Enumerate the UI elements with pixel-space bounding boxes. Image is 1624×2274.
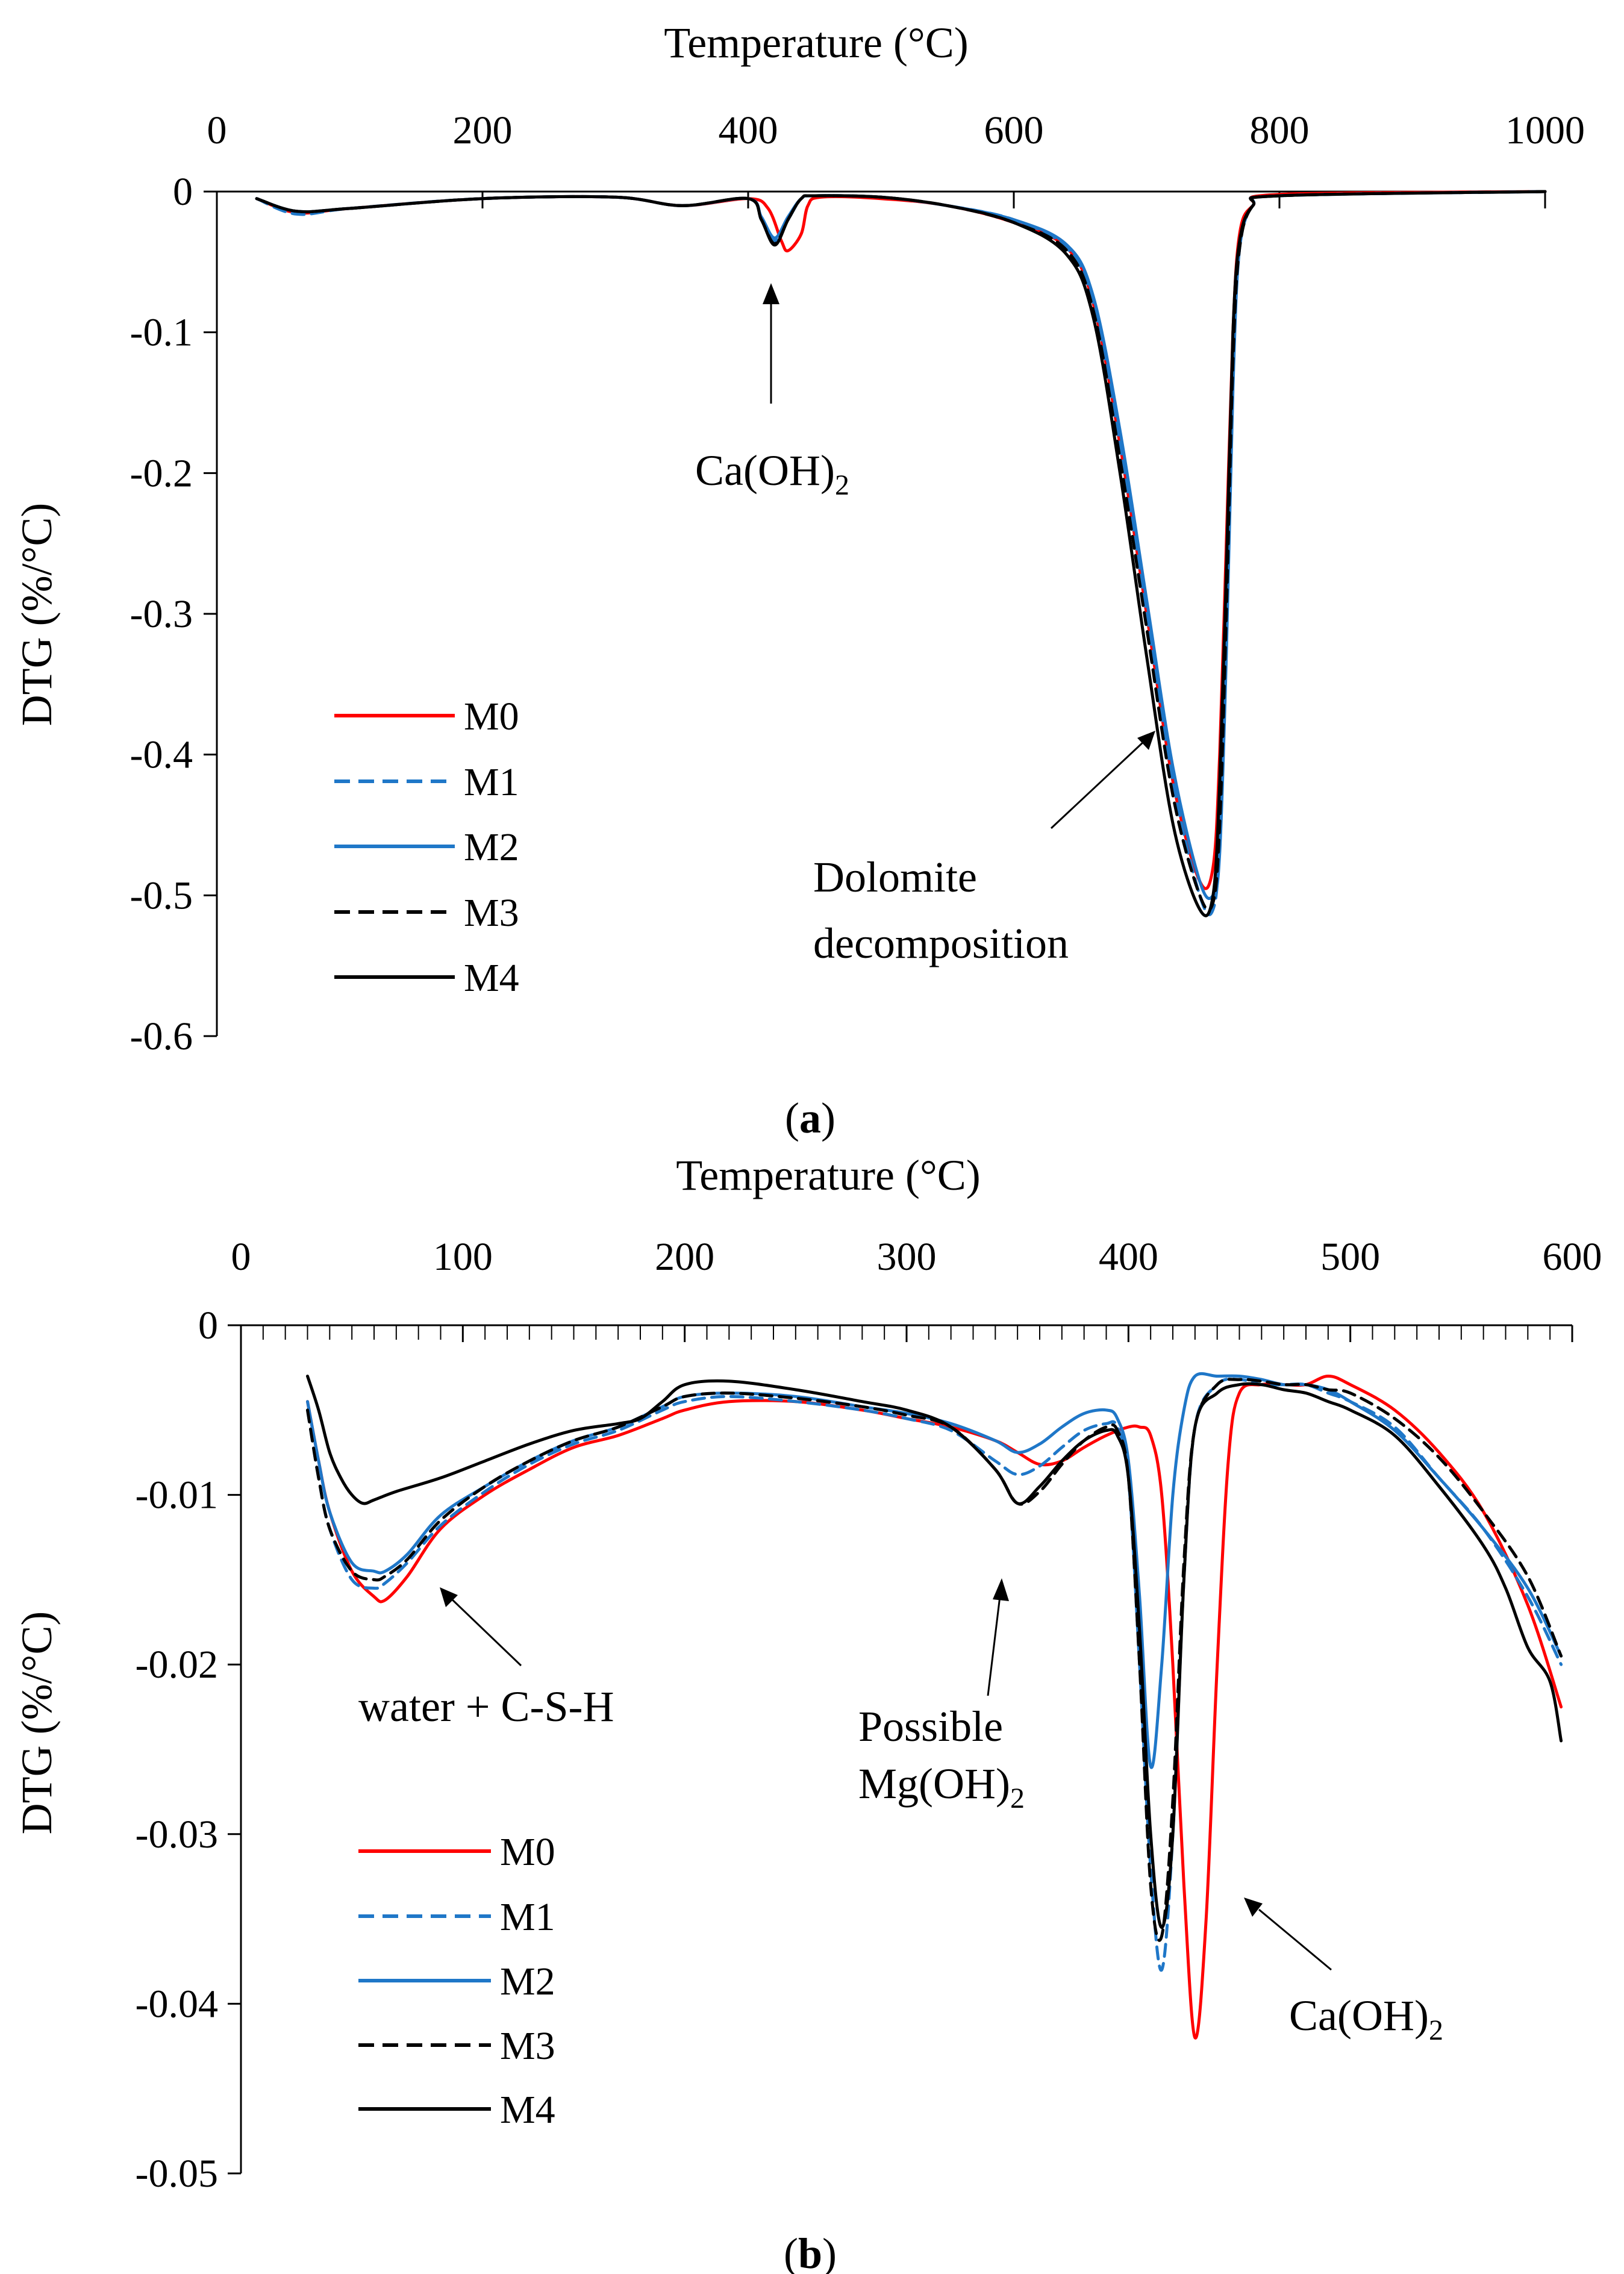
panel-a-y-tick-label: -0.6 [130,1014,193,1058]
annotation-a-dolomite: Dolomite decomposition [813,731,1155,967]
legend-a-m1-label: M1 [464,760,519,804]
panel-a-x-ticks: 0 200 400 600 800 1000 [207,108,1585,208]
chart-panel-b: Temperature (°C) DTG (%/°C) 0 100 200 300 40… [13,1151,1602,2274]
caption-a-letter: a [799,1094,821,1142]
panel-b-legend: M0 M1 M2 M3 M4 [358,1830,555,2132]
annotation-b-mgoh2-line2: Mg(OH) [858,1760,1010,1808]
panel-b-x-tick-label: 500 [1320,1235,1380,1279]
panel-a-y-tick-label: 0 [173,170,193,214]
annotation-a-dolomite-line2: decomposition [813,919,1069,967]
annotation-b-water-csh-text: water + C-S-H [358,1682,614,1731]
panel-b-y-tick-label: -0.05 [136,2152,218,2196]
svg-text:(b): (b) [784,2229,837,2274]
panel-a-legend: M0 M1 M2 M3 M4 [334,695,519,1000]
panel-b-y-tick-label: -0.03 [136,1813,218,1857]
panel-b-y-tick-label: 0 [198,1304,218,1348]
annotation-a-dolomite-arrow [1050,740,1146,829]
annotation-b-caoh2-arrowhead [1244,1898,1263,1917]
caption-b-close: ) [822,2229,837,2274]
annotation-b-caoh2: Ca(OH)2 [1244,1898,1443,2046]
panel-b-y-tick-label: -0.01 [136,1473,218,1517]
panel-a-x-tick-label: 800 [1250,108,1310,152]
panel-a-y-tick-label: -0.1 [130,311,193,355]
panel-a-ylabel: DTG (%/°C) [13,503,61,726]
panel-b-x-tick-label: 100 [433,1235,493,1279]
series-line-a-m4 [255,190,1547,917]
series-line-b-m3 [306,1378,1563,1942]
panel-a-y-tick-label: -0.3 [130,592,193,636]
panel-a-x-tick-label: 0 [207,108,227,152]
svg-text:Ca(OH)2: Ca(OH)2 [1289,1991,1443,2046]
panel-b-x-tick-label: 0 [231,1235,251,1279]
panel-b-series [306,1372,1563,2040]
panel-b-x-tick-label: 300 [877,1235,937,1279]
legend-a-m3-label: M3 [464,891,519,935]
annotation-a-caoh2-sub: 2 [835,469,849,501]
annotation-b-mgoh2-arrowhead [993,1578,1009,1601]
panel-b-x-tick-label: 600 [1543,1235,1602,1279]
annotation-b-mgoh2-line1: Possible [858,1702,1003,1751]
chart-panel-a: Temperature (°C) DTG (%/°C) 0 200 400 600 80… [13,19,1585,1142]
panel-a-x-tick-label: 200 [453,108,513,152]
annotation-b-water-csh-arrowhead [440,1587,458,1607]
caption-a-close: ) [821,1094,835,1142]
legend-b-m1-label: M1 [500,1895,555,1939]
annotation-a-dolomite-line1: Dolomite [813,853,977,901]
panel-a-x-tick-label: 400 [719,108,778,152]
annotation-b-mgoh2-sub: 2 [1010,1782,1025,1814]
svg-text:Ca(OH)2: Ca(OH)2 [695,446,849,501]
legend-b-m2-label: M2 [500,1960,555,2004]
panel-a-y-ticks: 0 -0.1 -0.2 -0.3 -0.4 -0.5 -0.6 [130,170,217,1058]
annotation-b-mgoh2-arrow [987,1596,1001,1696]
panel-a-y-tick-label: -0.2 [130,451,193,495]
svg-text:(a): (a) [785,1094,835,1142]
panel-b-x-tick-label: 200 [655,1235,714,1279]
legend-b-m0-label: M0 [500,1830,555,1874]
panel-b-y-tick-label: -0.04 [136,1982,218,2026]
annotation-b-caoh2-text: Ca(OH) [1289,1991,1429,2040]
legend-b-m4-label: M4 [500,2088,555,2132]
series-line-b-m4 [306,1375,1563,1929]
panel-a-xlabel: Temperature (°C) [664,19,969,67]
annotation-b-caoh2-arrow [1258,1908,1332,1971]
series-line-a-m0 [255,190,1547,890]
panel-b-x-ticks: 0 100 200 300 400 500 600 [231,1235,1602,1342]
panel-b-x-tick-label: 400 [1099,1235,1158,1279]
panel-a-y-tick-label: -0.5 [130,873,193,917]
panel-a-series [255,190,1547,917]
series-line-a-m1 [255,190,1547,916]
caption-b-open: ( [784,2229,798,2274]
annotation-b-mgoh2: Possible Mg(OH)2 [858,1578,1025,1814]
svg-text:Mg(OH)2: Mg(OH)2 [858,1760,1025,1814]
annotation-b-water-csh: water + C-S-H [358,1587,614,1731]
panel-b-ylabel: DTG (%/°C) [13,1611,61,1835]
legend-a-m0-label: M0 [464,695,519,739]
legend-a-m4-label: M4 [464,956,519,1000]
annotation-b-water-csh-arrow [448,1595,522,1667]
series-line-a-m3 [255,190,1547,912]
annotation-a-caoh2: Ca(OH)2 [695,283,849,501]
annotation-a-caoh2-text: Ca(OH) [695,446,835,495]
caption-b-letter: b [798,2229,822,2274]
annotation-b-caoh2-sub: 2 [1429,2014,1443,2046]
legend-b-m3-label: M3 [500,2024,555,2068]
panel-b-xlabel: Temperature (°C) [676,1151,981,1199]
panel-a-y-tick-label: -0.4 [130,733,193,777]
panel-b-y-ticks: 0 -0.01 -0.02 -0.03 -0.04 -0.05 [136,1304,241,2196]
panel-a-x-tick-label: 600 [984,108,1044,152]
panel-a-x-tick-label: 1000 [1505,108,1585,152]
series-line-b-m1 [306,1377,1563,1972]
panel-b-y-tick-label: -0.02 [136,1643,218,1687]
series-line-a-m2 [255,190,1547,901]
legend-a-m2-label: M2 [464,825,519,869]
annotation-a-dolomite-arrowhead [1137,731,1155,750]
caption-a-open: ( [785,1094,799,1142]
annotation-a-caoh2-arrowhead [763,283,779,304]
